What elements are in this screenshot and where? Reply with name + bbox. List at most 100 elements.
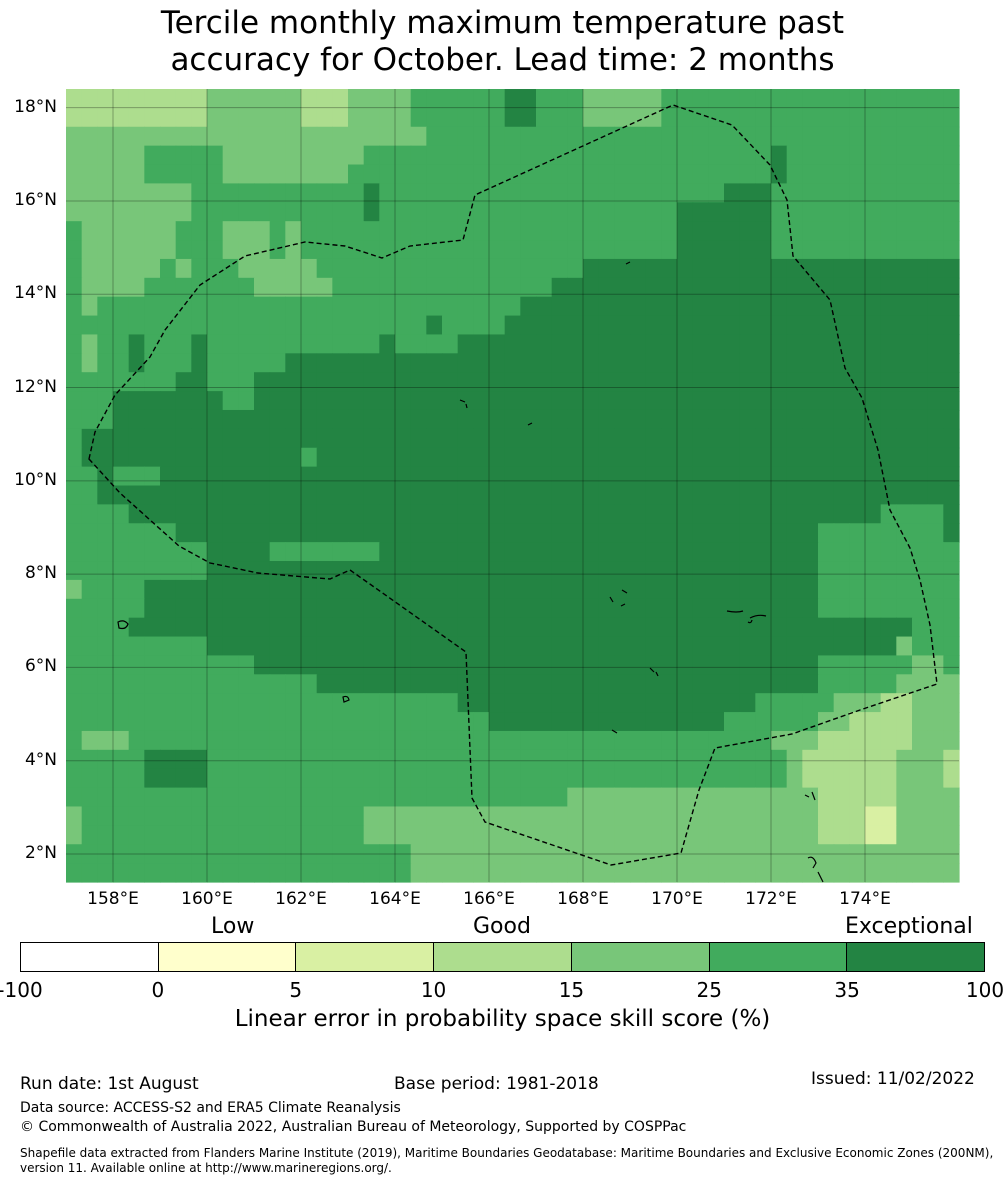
skill-cell [551,258,568,279]
skill-cell [379,334,396,354]
skill-cell [426,428,443,449]
skill-cell [379,617,396,638]
skill-cell [802,428,819,449]
skill-cell [379,768,396,789]
skill-cell [551,863,568,883]
skill-cell [473,561,490,581]
skill-cell [724,334,741,354]
skill-cell [473,787,490,808]
skill-cell [426,655,443,675]
skill-cell [269,183,286,203]
data-source: Data source: ACCESS-S2 and ERA5 Climate … [20,1100,401,1116]
skill-cell [332,806,349,826]
lon-tick-label: 172°E [745,889,797,909]
skill-cell [724,768,741,789]
skill-cell [536,372,553,392]
skill-cell [285,428,302,449]
skill-cell [191,240,208,260]
lat-tick-label: 2°N [24,843,57,863]
skill-cell [880,598,897,619]
skill-cell [332,730,349,751]
skill-cell [739,485,756,505]
skill-cell [739,466,756,487]
skill-cell [567,107,584,128]
skill-cell [348,655,365,675]
skill-cell [598,598,615,619]
skill-cell [692,89,709,109]
skill-cell [677,730,694,751]
skill-cell [849,712,866,732]
skill-cell [160,674,177,694]
skill-cell [504,863,521,883]
skill-cell [551,674,568,694]
skill-cell [818,749,835,770]
skill-cell [473,164,490,184]
skill-cell [708,202,725,222]
skill-cell [739,221,756,241]
skill-cell [473,693,490,713]
skill-cell [739,164,756,184]
colorbar-tick-label: 10 [420,978,447,1002]
skill-cell [395,863,412,883]
skill-cell [473,523,490,543]
skill-cell [630,164,647,184]
skill-cell [457,806,474,826]
skill-cell [113,561,130,581]
skill-cell [536,730,553,751]
skill-cell [269,334,286,354]
skill-cell [896,749,913,770]
skill-cell [238,315,255,336]
skill-cell [332,749,349,770]
skill-cell [786,296,803,317]
skill-cell [175,825,192,845]
skill-cell [677,372,694,392]
skill-cell [849,636,866,657]
skill-cell [160,428,177,449]
skill-cell [583,712,600,732]
skill-cell [786,428,803,449]
skill-cell [410,730,427,751]
skill-cell [238,825,255,845]
skill-cell [457,428,474,449]
skill-cell [363,485,380,505]
skill-cell [489,693,506,713]
skill-cell [160,447,177,468]
skill-cell [739,617,756,638]
skill-cell [410,863,427,883]
skill-cell [645,542,662,562]
skill-cell [551,617,568,638]
skill-cell [144,89,161,109]
skill-cell [395,107,412,128]
skill-cell [473,844,490,864]
skill-cell [348,372,365,392]
skill-cell [692,315,709,336]
skill-cell [81,107,98,128]
skill-cell [661,504,678,524]
skill-cell [551,655,568,675]
skill-cell [66,598,83,619]
skill-cell [316,617,333,638]
skill-cell [113,674,130,694]
skill-cell [316,825,333,845]
skill-cell [504,693,521,713]
skill-cell [97,523,114,543]
skill-cell [786,749,803,770]
skill-cell [661,258,678,279]
skill-cell [332,334,349,354]
skill-cell [880,447,897,468]
skill-cell [708,730,725,751]
skill-cell [739,315,756,336]
skill-cell [332,693,349,713]
skill-cell [614,428,631,449]
skill-cell [113,145,130,166]
skill-cell [630,579,647,600]
skill-cell [943,693,960,713]
skill-cell [802,825,819,845]
skill-cell [661,730,678,751]
skill-cell [755,277,772,298]
skill-cell [395,145,412,166]
skill-cell [489,258,506,279]
skill-cell [395,315,412,336]
skill-cell [207,844,224,864]
skill-cell [363,617,380,638]
